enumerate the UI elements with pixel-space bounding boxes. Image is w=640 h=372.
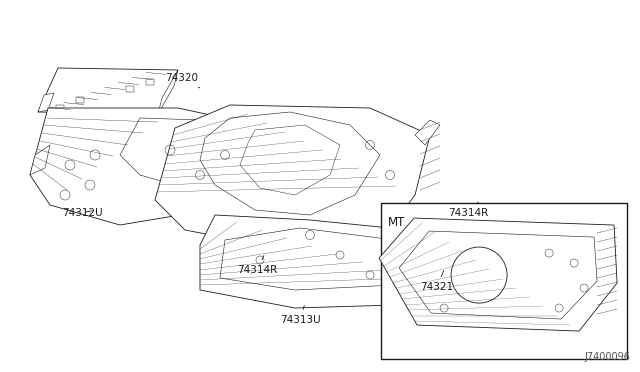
Polygon shape [30,145,50,175]
Text: 74312U: 74312U [62,208,102,218]
Polygon shape [525,240,543,265]
Polygon shape [126,86,134,92]
Polygon shape [415,120,440,145]
Polygon shape [146,79,154,85]
Polygon shape [38,93,54,112]
Polygon shape [379,218,617,331]
Polygon shape [475,255,485,263]
Polygon shape [38,68,178,114]
Polygon shape [445,253,455,260]
Polygon shape [415,250,425,258]
Text: 74321: 74321 [420,270,453,292]
Text: MT: MT [388,216,405,229]
Text: J7400096: J7400096 [584,352,630,362]
Polygon shape [200,215,440,308]
Text: 74320: 74320 [165,73,200,88]
Text: 74314R: 74314R [448,202,488,218]
Polygon shape [158,70,178,114]
Polygon shape [505,257,515,265]
Polygon shape [30,108,280,225]
Text: 74313U: 74313U [280,306,321,325]
Polygon shape [155,105,430,250]
Bar [381,203,627,359]
Polygon shape [56,105,64,111]
Polygon shape [390,225,540,265]
Polygon shape [76,97,84,103]
Text: 74314R: 74314R [237,256,277,275]
